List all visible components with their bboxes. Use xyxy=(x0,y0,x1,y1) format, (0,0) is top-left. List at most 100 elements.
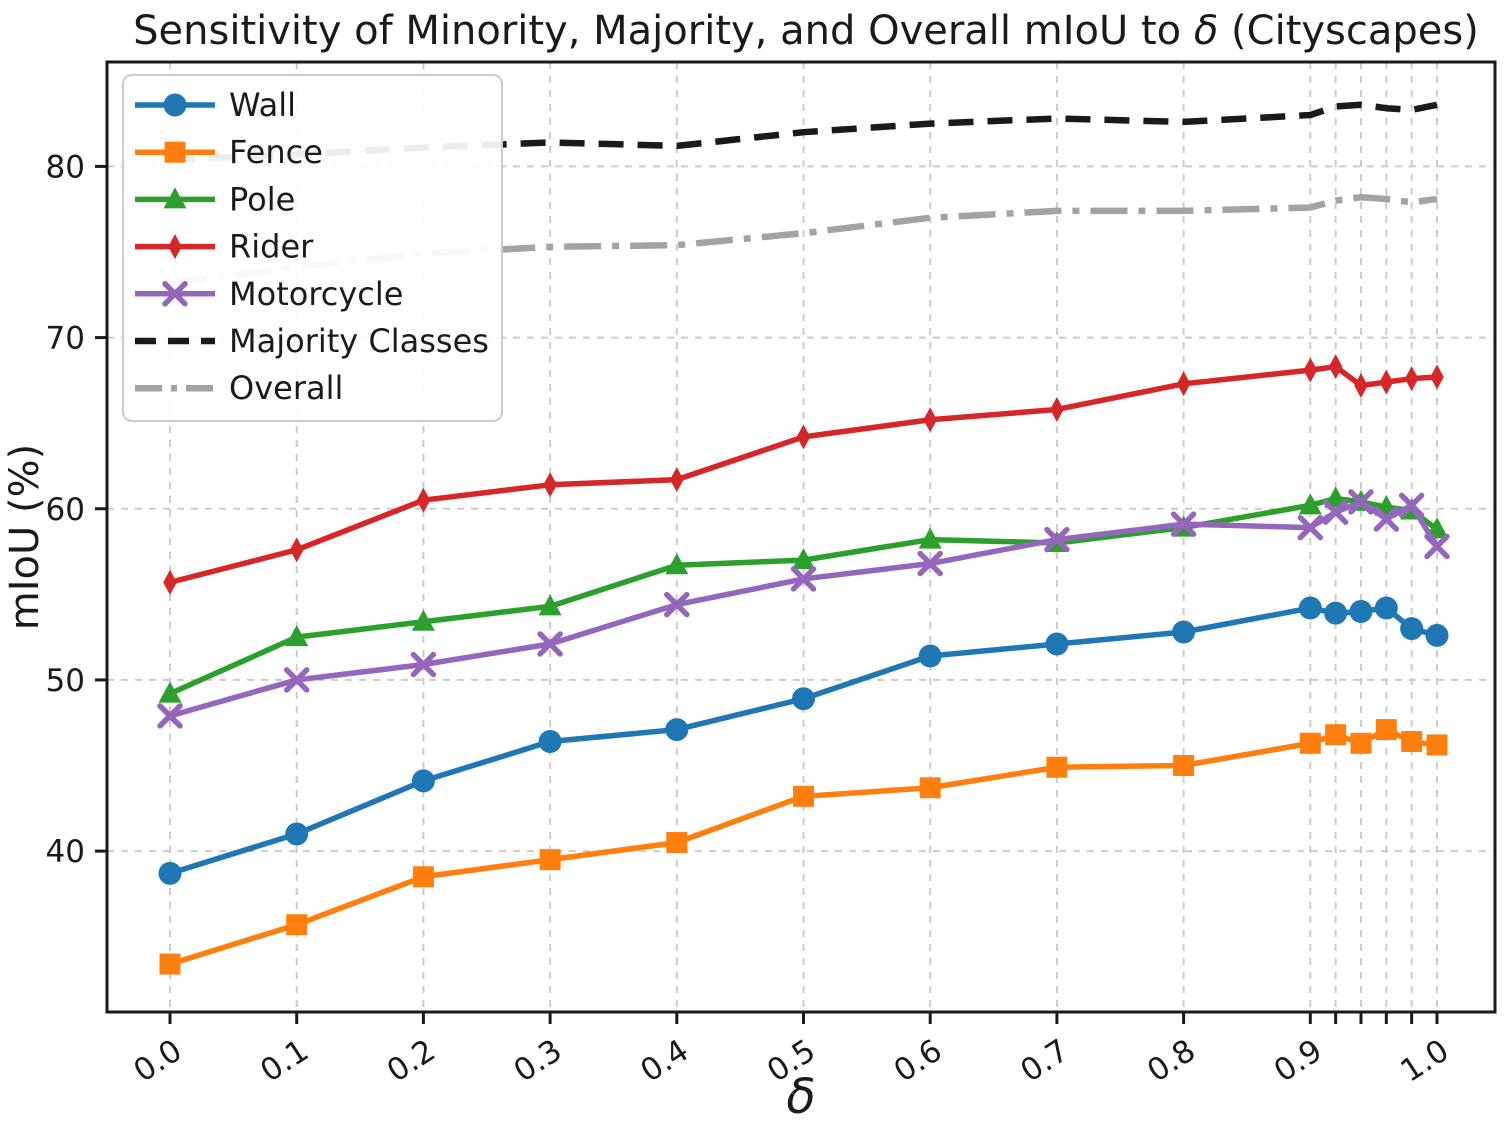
triangle-marker xyxy=(1298,493,1322,515)
x-marker xyxy=(1424,533,1450,560)
diamond-marker xyxy=(1404,366,1419,392)
legend-entry-overall: Overall xyxy=(135,369,343,407)
diamond-marker xyxy=(163,569,177,595)
triangle-marker xyxy=(665,553,689,575)
diamond-marker xyxy=(796,424,811,450)
x-marker xyxy=(664,591,690,618)
circle-marker xyxy=(538,730,562,754)
y-tick-label: 70 xyxy=(46,321,85,357)
x-marker xyxy=(162,281,188,307)
legend-entry-motorcycle: Motorcycle xyxy=(135,275,403,313)
triangle-marker xyxy=(1324,486,1348,508)
triangle-marker xyxy=(163,187,187,209)
circle-marker xyxy=(1425,623,1449,647)
triangle-marker xyxy=(158,681,182,703)
series-motorcycle xyxy=(157,489,1450,729)
diamond-marker xyxy=(416,487,431,513)
circle-marker xyxy=(1400,617,1424,641)
diamond-marker xyxy=(1430,364,1444,390)
legend-label: Fence xyxy=(229,133,323,171)
x-marker xyxy=(1297,514,1324,541)
legend-entry-rider: Rider xyxy=(135,228,314,266)
legend-entry-pole: Pole xyxy=(135,180,295,218)
circle-marker xyxy=(1324,601,1348,625)
series-rider xyxy=(163,354,1444,595)
circle-marker xyxy=(1045,632,1069,656)
series-wall xyxy=(158,596,1449,885)
chart-title-prefix: Sensitivity of Minority, Majority, and O… xyxy=(133,8,1194,54)
square-marker xyxy=(412,866,434,888)
legend-entry-fence: Fence xyxy=(135,133,323,171)
circle-marker xyxy=(158,861,182,885)
diamond-marker xyxy=(289,537,304,563)
square-marker xyxy=(919,777,941,799)
circle-marker xyxy=(1349,599,1373,623)
x-tick-label: 0.7 xyxy=(1014,1033,1075,1090)
triangle-marker xyxy=(538,594,562,616)
x-marker xyxy=(1373,506,1400,532)
legend-label: Rider xyxy=(229,228,314,266)
circle-marker xyxy=(1172,620,1196,644)
x-tick-label: 0.8 xyxy=(1141,1033,1202,1090)
x-marker xyxy=(410,651,437,678)
x-tick-label: 0.1 xyxy=(254,1033,315,1090)
x-axis-label: δ xyxy=(786,1069,815,1125)
diamond-marker xyxy=(1354,373,1368,399)
circle-marker xyxy=(665,718,689,742)
circle-marker xyxy=(163,93,187,117)
legend-label: Overall xyxy=(229,369,343,407)
diamond-marker xyxy=(1176,371,1191,397)
legend-label: Majority Classes xyxy=(229,322,489,360)
diamond-marker xyxy=(1303,357,1318,383)
square-marker xyxy=(1375,719,1397,741)
x-marker xyxy=(1322,499,1349,525)
diamond-marker xyxy=(168,234,182,260)
y-axis-label: mIoU (%) xyxy=(2,444,48,630)
circle-marker xyxy=(411,769,435,793)
square-marker xyxy=(1350,732,1372,754)
chart-title-delta: δ xyxy=(1194,8,1218,54)
diamond-marker xyxy=(670,467,684,493)
x-marker xyxy=(1398,492,1425,519)
x-marker xyxy=(1044,526,1070,553)
square-marker xyxy=(1046,756,1068,778)
x-tick-label: 0.4 xyxy=(634,1033,695,1090)
chart-title: Sensitivity of Minority, Majority, and O… xyxy=(133,8,1479,54)
triangle-marker xyxy=(918,527,942,549)
circle-marker xyxy=(1298,596,1322,620)
square-marker xyxy=(1299,732,1321,754)
x-tick-label: 0.9 xyxy=(1268,1033,1329,1090)
circle-marker xyxy=(792,687,815,711)
circle-marker xyxy=(285,822,309,846)
chart-title-suffix: (Cityscapes) xyxy=(1218,8,1479,54)
x-tick-label: 0.3 xyxy=(507,1033,568,1090)
y-tick-label: 50 xyxy=(46,663,85,699)
legend: Wall Fence Pole Rider Motorcycle Majority Cla… xyxy=(122,74,503,422)
series-fence xyxy=(159,719,1448,975)
diamond-marker xyxy=(1328,354,1343,380)
x-marker xyxy=(790,566,817,592)
diamond-marker xyxy=(923,407,937,433)
x-marker xyxy=(283,667,310,693)
square-marker xyxy=(666,832,688,854)
square-marker xyxy=(1325,724,1347,746)
legend-box xyxy=(122,74,503,422)
y-tick-label: 80 xyxy=(46,149,85,185)
triangle-marker xyxy=(792,548,815,570)
triangle-marker xyxy=(411,609,435,631)
square-marker xyxy=(1173,755,1195,777)
square-marker xyxy=(286,914,308,936)
square-marker xyxy=(1426,734,1448,756)
triangle-marker xyxy=(285,625,309,647)
legend-label: Wall xyxy=(229,86,296,124)
diamond-marker xyxy=(1379,369,1394,395)
square-marker xyxy=(164,141,186,163)
y-tick-label: 40 xyxy=(46,834,85,870)
legend-entry-majority-classes: Majority Classes xyxy=(135,322,489,360)
legend-label: Motorcycle xyxy=(229,275,403,313)
x-marker xyxy=(157,703,183,729)
x-tick-label: 0.6 xyxy=(888,1033,949,1090)
x-marker xyxy=(1170,511,1197,537)
circle-marker xyxy=(1374,596,1398,620)
